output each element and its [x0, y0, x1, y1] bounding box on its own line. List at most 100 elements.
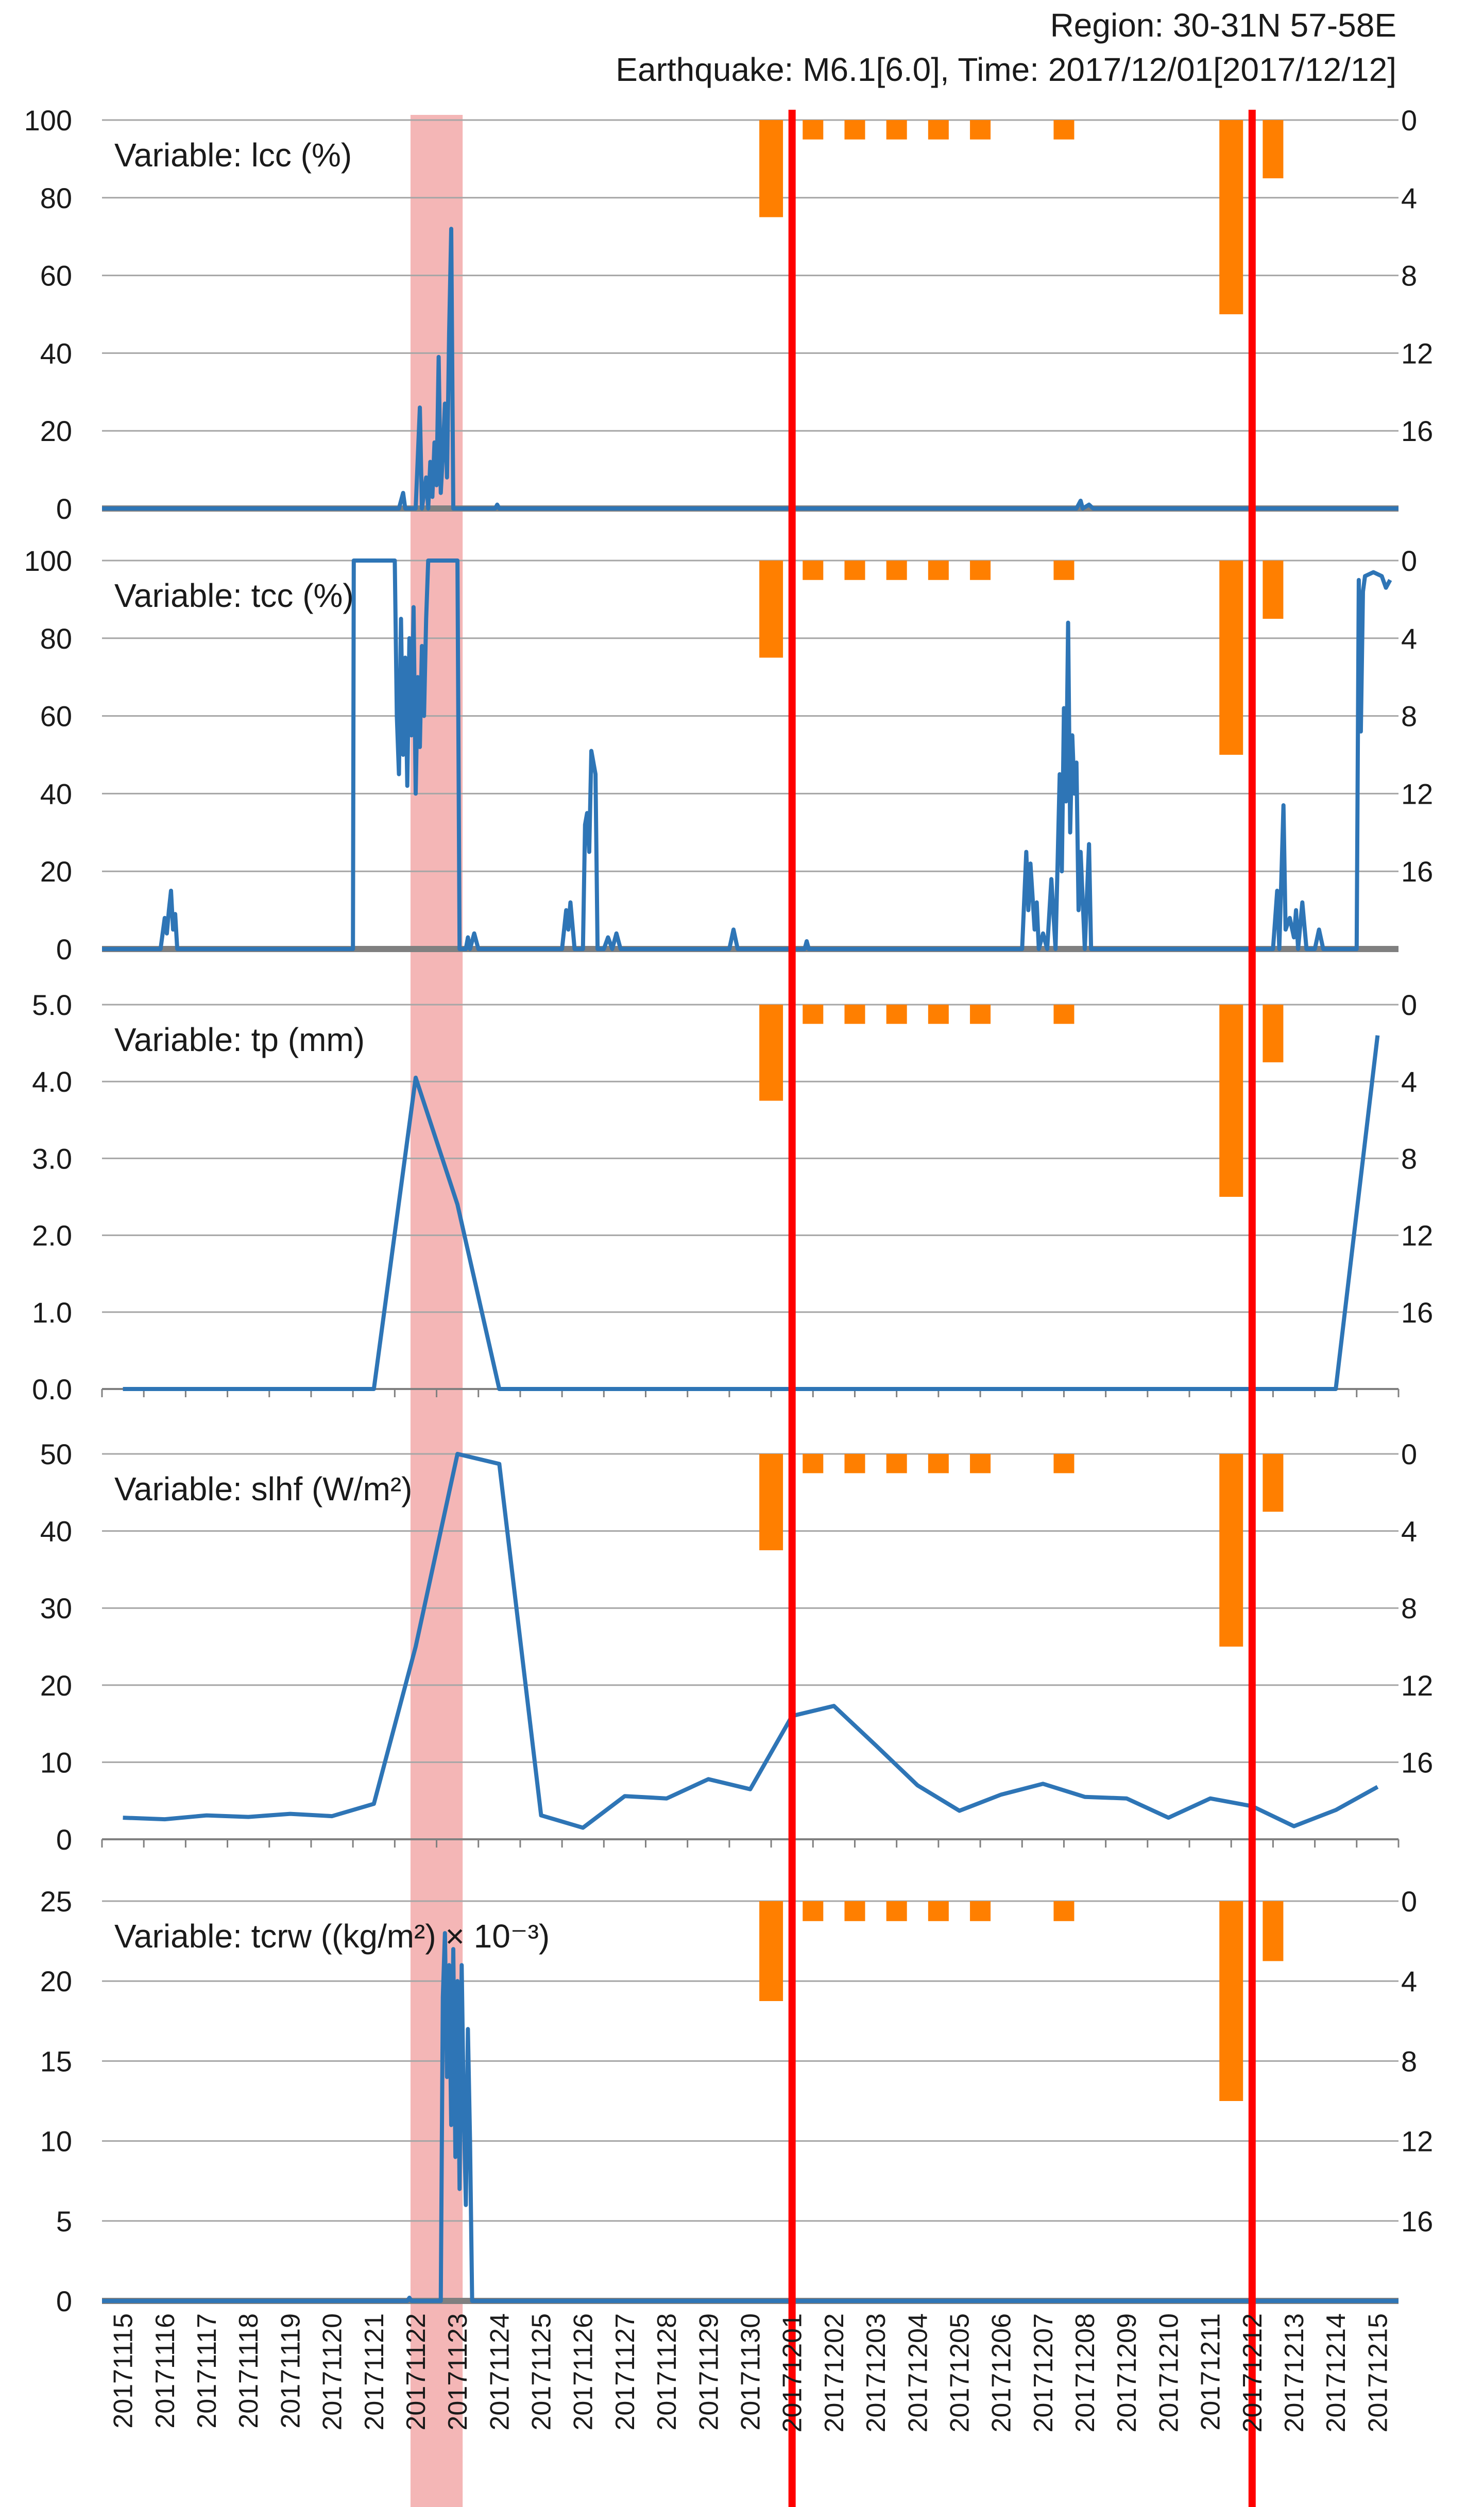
orange-bar — [970, 1901, 991, 1921]
y-tick-label: 20 — [40, 1965, 72, 1997]
panel-label: Variable: tp (mm) — [114, 1021, 365, 1058]
x-tick-label: 20171115 — [109, 2313, 139, 2429]
earthquake-label: Earthquake: M6.1[6.0], Time: 2017/12/01[… — [616, 51, 1396, 88]
orange-bar — [1263, 120, 1284, 179]
x-tick-label: 20171207 — [1029, 2313, 1059, 2432]
panel-label: Variable: tcc (%) — [114, 577, 354, 614]
x-tick-label: 20171212 — [1238, 2313, 1268, 2432]
x-tick-label: 20171119 — [276, 2313, 305, 2429]
right-tick-label: 12 — [1401, 2125, 1433, 2158]
orange-bar — [886, 1901, 907, 1921]
y-tick-label: 40 — [40, 337, 72, 369]
orange-bar — [928, 120, 949, 140]
orange-bar — [844, 1454, 865, 1473]
series-line — [123, 1035, 1380, 1391]
orange-bar — [759, 1005, 783, 1101]
orange-bar — [886, 1005, 907, 1024]
panel-2: 0 20 40 60 80 100 0 4 8 12 16 Variable: tcc (%) — [24, 545, 1434, 965]
x-tick-label: 20171213 — [1280, 2313, 1309, 2432]
right-tick-label: 0 — [1401, 1885, 1417, 1918]
y-tick-label: 50 — [40, 1438, 72, 1470]
x-tick-label: 20171128 — [652, 2313, 682, 2431]
panel-label: Variable: slhf (W/m²) — [114, 1470, 412, 1507]
x-tick-label: 20171120 — [318, 2313, 348, 2431]
orange-bar — [803, 1901, 824, 1921]
orange-bar — [1263, 561, 1284, 619]
right-tick-label: 0 — [1401, 545, 1417, 577]
y-tick-label: 5.0 — [32, 989, 72, 1021]
orange-bar — [1219, 120, 1243, 314]
orange-bar — [844, 120, 865, 140]
y-tick-label: 100 — [24, 104, 72, 137]
y-tick-label: 0 — [56, 933, 72, 965]
orange-bar — [803, 1454, 824, 1473]
orange-bar — [970, 1454, 991, 1473]
orange-bar — [1263, 1005, 1284, 1062]
y-tick-label: 0.0 — [32, 1373, 72, 1405]
x-tick-label: 20171126 — [569, 2313, 599, 2431]
orange-bar — [928, 561, 949, 580]
orange-bar — [759, 120, 783, 217]
x-tick-label: 20171125 — [527, 2313, 557, 2431]
right-tick-label: 0 — [1401, 104, 1417, 137]
orange-bar — [803, 1005, 824, 1024]
right-tick-label: 16 — [1401, 2205, 1433, 2238]
orange-bar — [886, 561, 907, 580]
y-tick-label: 10 — [40, 1746, 72, 1778]
x-tick-label: 20171116 — [150, 2313, 180, 2429]
right-tick-label: 4 — [1401, 1065, 1417, 1098]
y-tick-label: 1.0 — [32, 1296, 72, 1329]
right-tick-label: 8 — [1401, 1592, 1417, 1624]
right-tick-label: 16 — [1401, 1746, 1433, 1778]
y-tick-label: 60 — [40, 700, 72, 733]
y-tick-label: 25 — [40, 1885, 72, 1918]
x-tick-label: 20171117 — [192, 2313, 222, 2429]
orange-bar — [844, 1901, 865, 1921]
x-tick-label: 20171122 — [401, 2313, 431, 2431]
orange-bar — [759, 561, 783, 658]
orange-bar — [759, 1901, 783, 2001]
y-tick-label: 30 — [40, 1592, 72, 1624]
x-tick-label: 20171118 — [234, 2313, 264, 2429]
y-tick-label: 100 — [24, 545, 72, 577]
x-tick-label: 20171205 — [945, 2313, 975, 2432]
y-tick-label: 15 — [40, 2045, 72, 2077]
y-tick-label: 20 — [40, 1669, 72, 1702]
orange-bar — [1053, 120, 1074, 140]
x-tick-label: 20171215 — [1363, 2313, 1393, 2432]
right-tick-label: 12 — [1401, 777, 1433, 810]
orange-bar — [759, 1454, 783, 1550]
right-tick-label: 8 — [1401, 700, 1417, 733]
right-tick-label: 12 — [1401, 337, 1433, 369]
panel-label: Variable: lcc (%) — [114, 137, 352, 174]
y-tick-label: 60 — [40, 260, 72, 292]
orange-bar — [1219, 561, 1243, 755]
orange-bar — [886, 120, 907, 140]
x-tick-label: 20171202 — [820, 2313, 849, 2432]
orange-bar — [928, 1454, 949, 1473]
x-tick-label: 20171123 — [443, 2313, 473, 2431]
x-tick-label: 20171129 — [694, 2313, 724, 2431]
y-tick-label: 40 — [40, 1515, 72, 1548]
x-tick-label: 20171124 — [485, 2313, 515, 2431]
orange-bar — [970, 561, 991, 580]
x-tick-label: 20171127 — [610, 2313, 640, 2431]
right-tick-label: 16 — [1401, 1296, 1433, 1329]
x-tick-label: 20171201 — [778, 2313, 808, 2432]
region-label: Region: 30-31N 57-58E — [1050, 7, 1396, 44]
right-tick-label: 4 — [1401, 1515, 1417, 1548]
x-tick-label: 20171121 — [360, 2313, 389, 2431]
x-tick-label: 20171206 — [987, 2313, 1017, 2432]
series-line — [102, 558, 1392, 951]
y-tick-label: 80 — [40, 182, 72, 214]
y-tick-label: 2.0 — [32, 1219, 72, 1252]
right-tick-label: 4 — [1401, 182, 1417, 214]
orange-bar — [803, 561, 824, 580]
orange-bar — [844, 1005, 865, 1024]
x-tick-label: 20171211 — [1196, 2313, 1226, 2431]
series-line — [102, 227, 1398, 511]
orange-bar — [970, 1005, 991, 1024]
right-tick-label: 4 — [1401, 1965, 1417, 1997]
